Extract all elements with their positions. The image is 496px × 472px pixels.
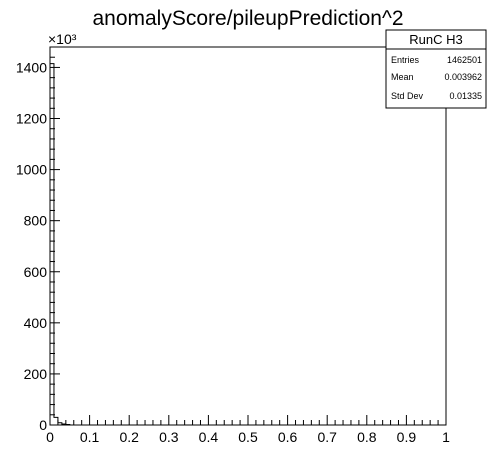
x-axis: 0 0.1 0.2 0.3 0.4 0.5 0.6 0.7 0.8 0.9 1 (46, 415, 450, 445)
stats-box-title: RunC H3 (409, 32, 462, 47)
stats-entries-label: Entries (391, 55, 420, 65)
y-tick-label: 1200 (16, 111, 47, 127)
histogram-outline (49, 63, 71, 425)
x-tick-label: 1 (442, 429, 450, 445)
histogram-bin (54, 417, 58, 425)
y-tick-label: 600 (24, 264, 48, 280)
y-tick-label: 200 (24, 366, 48, 382)
stats-box: RunC H3 Entries 1462501 Mean 0.003962 St… (385, 29, 487, 109)
y-tick-label: 800 (24, 213, 48, 229)
x-tick-label: 0.7 (317, 429, 337, 445)
histogram-bars (49, 63, 71, 425)
x-tick-label: 0.1 (80, 429, 100, 445)
y-tick-label: 0 (39, 417, 47, 433)
y-tick-label: 1000 (16, 162, 47, 178)
x-tick-label: 0 (46, 429, 54, 445)
y-tick-label: 1400 (16, 59, 47, 75)
chart-title: anomalyScore/pileupPrediction^2 (92, 7, 403, 30)
x-tick-label: 0.5 (238, 429, 258, 445)
x-tick-label: 0.4 (199, 429, 219, 445)
x-tick-label: 0.8 (357, 429, 377, 445)
x-tick-label: 0.6 (278, 429, 298, 445)
stats-mean-label: Mean (391, 72, 414, 82)
stats-stddev-value: 0.01335 (449, 91, 482, 101)
x-tick-label: 0.9 (397, 429, 417, 445)
stats-mean-value: 0.003962 (444, 72, 482, 82)
stats-box-frame (385, 29, 487, 109)
y-multiplier-label: ×10³ (48, 31, 77, 47)
stats-entries-value: 1462501 (447, 55, 482, 65)
histogram-bin (50, 64, 54, 425)
y-tick-label: 400 (24, 315, 48, 331)
x-tick-label: 0.3 (159, 429, 179, 445)
y-axis: 0 200 400 600 800 1000 1200 1400 (16, 46, 60, 433)
stats-stddev-label: Std Dev (391, 91, 424, 101)
x-tick-label: 0.2 (119, 429, 139, 445)
